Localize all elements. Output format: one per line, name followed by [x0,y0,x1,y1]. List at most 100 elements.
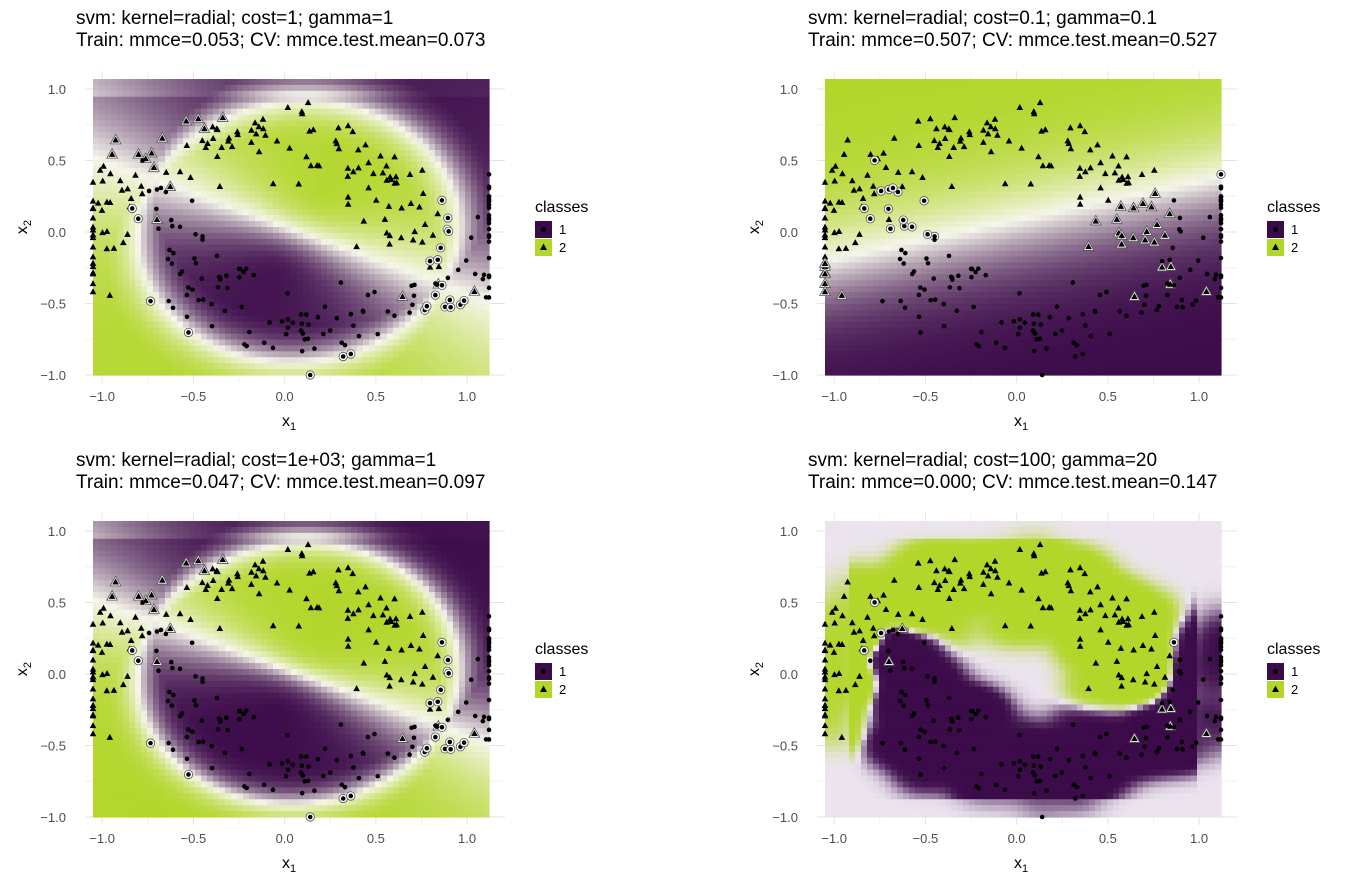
surface-cell [111,357,118,364]
surface-cell [951,357,958,364]
surface-cell [903,274,910,281]
surface-cell [423,227,430,234]
surface-cell [147,322,154,329]
surface-cell [933,150,940,157]
point-class-1 [244,344,249,349]
surface-cell [141,304,148,311]
point-class-1 [196,298,201,303]
surface-cell [177,174,184,181]
surface-cell [927,322,934,329]
surface-cell [837,103,844,110]
surface-cell [183,79,190,86]
surface-cell [399,174,406,181]
surface-cell [459,97,466,104]
surface-cell [201,268,208,275]
surface-cell [357,298,364,305]
surface-cell [315,115,322,122]
surface-cell [297,221,304,228]
surface-cell [231,316,238,323]
point-class-1 [407,310,412,315]
surface-cell [483,91,490,98]
surface-cell [861,239,868,246]
surface-cell [267,197,274,204]
point-class-1 [164,190,169,195]
surface-cell [825,363,832,370]
surface-cell [873,304,880,311]
surface-cell [861,310,868,317]
surface-cell [111,191,118,198]
surface-cell [399,280,406,287]
surface-cell [879,251,886,258]
surface-cell [327,251,334,258]
surface-cell [105,274,112,281]
surface-cell [429,156,436,163]
surface-cell [831,120,838,127]
surface-cell [939,251,946,258]
surface-cell [375,109,382,116]
surface-cell [183,345,190,352]
surface-cell [849,132,856,139]
surface-cell [129,103,136,110]
surface-cell [441,132,448,139]
surface-cell [915,85,922,92]
surface-cell [423,215,430,222]
surface-cell [255,280,262,287]
surface-cell [459,109,466,116]
surface-cell [963,263,970,270]
surface-cell [315,156,322,163]
surface-cell [387,115,394,122]
surface-cell [297,274,304,281]
surface-cell [873,138,880,145]
surface-cell [867,268,874,275]
surface-cell [957,233,964,240]
surface-cell [363,345,370,352]
surface-cell [327,203,334,210]
point-class-1 [440,198,445,203]
surface-cell [903,180,910,187]
surface-cell [873,126,880,133]
surface-cell [429,132,436,139]
surface-cell [327,274,334,281]
surface-cell [351,221,358,228]
surface-cell [117,215,124,222]
surface-cell [429,197,436,204]
surface-cell [825,150,832,157]
surface-cell [165,310,172,317]
point-class-1 [280,319,285,324]
surface-cell [207,103,214,110]
surface-cell [945,168,952,175]
surface-cell [873,257,880,264]
surface-cell [99,345,106,352]
surface-cell [867,115,874,122]
surface-cell [411,322,418,329]
surface-cell [279,298,286,305]
surface-cell [213,174,220,181]
surface-cell [405,245,412,252]
surface-cell [177,115,184,122]
surface-cell [861,351,868,358]
surface-cell [135,138,142,145]
surface-cell [879,227,886,234]
surface-cell [405,215,412,222]
surface-cell [423,103,430,110]
surface-cell [375,268,382,275]
surface-cell [231,292,238,299]
surface-cell [297,357,304,364]
surface-cell [99,115,106,122]
point-class-1 [209,302,214,307]
surface-cell [855,221,862,228]
surface-cell [411,168,418,175]
surface-cell [291,209,298,216]
surface-cell [201,150,208,157]
surface-cell [375,345,382,352]
point-class-1 [286,326,291,331]
surface-cell [213,310,220,317]
surface-cell [897,316,904,323]
surface-cell [969,156,976,163]
surface-cell [399,197,406,204]
surface-cell [207,345,214,352]
surface-cell [333,310,340,317]
surface-cell [309,144,316,151]
surface-cell [429,109,436,116]
surface-cell [471,251,478,258]
